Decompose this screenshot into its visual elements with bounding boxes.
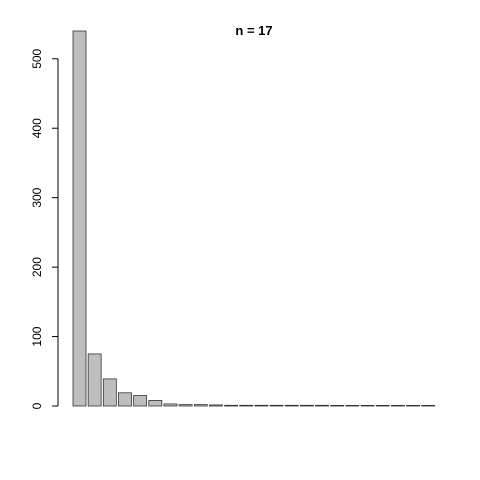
- y-tick-label: 400: [30, 118, 44, 138]
- bar-11: [224, 404, 239, 407]
- bar-14: [269, 404, 284, 407]
- bar-20: [360, 404, 375, 407]
- bars-group: [72, 30, 436, 407]
- bar-23: [406, 404, 420, 407]
- bar-7: [163, 403, 178, 407]
- bar-4: [118, 392, 132, 407]
- y-tick-label: 200: [30, 257, 44, 277]
- bar-16: [299, 404, 314, 407]
- bar-2: [87, 353, 102, 407]
- chart-title: n = 17: [235, 23, 272, 38]
- bar-1: [72, 30, 87, 407]
- bar-5: [133, 395, 148, 407]
- y-tick-label: 500: [30, 48, 44, 68]
- bar-8: [178, 404, 193, 407]
- y-axis: 0 100 200 300 400 500: [30, 48, 59, 409]
- bar-10: [209, 404, 223, 407]
- bar-13: [254, 404, 269, 407]
- y-tick-label: 0: [30, 402, 44, 409]
- bar-3: [102, 378, 117, 407]
- bar-9: [193, 404, 208, 407]
- bar-6: [148, 400, 163, 407]
- bar-12: [239, 404, 254, 407]
- bar-18: [330, 404, 345, 407]
- bar-15: [284, 404, 299, 407]
- bar-24: [421, 404, 436, 407]
- y-tick-label: 100: [30, 326, 44, 346]
- bar-17: [315, 404, 329, 407]
- bar-21: [375, 404, 390, 407]
- y-tick-label: 300: [30, 187, 44, 207]
- bar-19: [345, 404, 360, 407]
- bar-22: [390, 404, 405, 407]
